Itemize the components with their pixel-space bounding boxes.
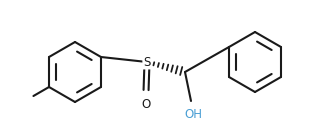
Text: O: O: [142, 98, 151, 111]
Text: S: S: [143, 55, 151, 69]
Text: OH: OH: [184, 108, 202, 121]
